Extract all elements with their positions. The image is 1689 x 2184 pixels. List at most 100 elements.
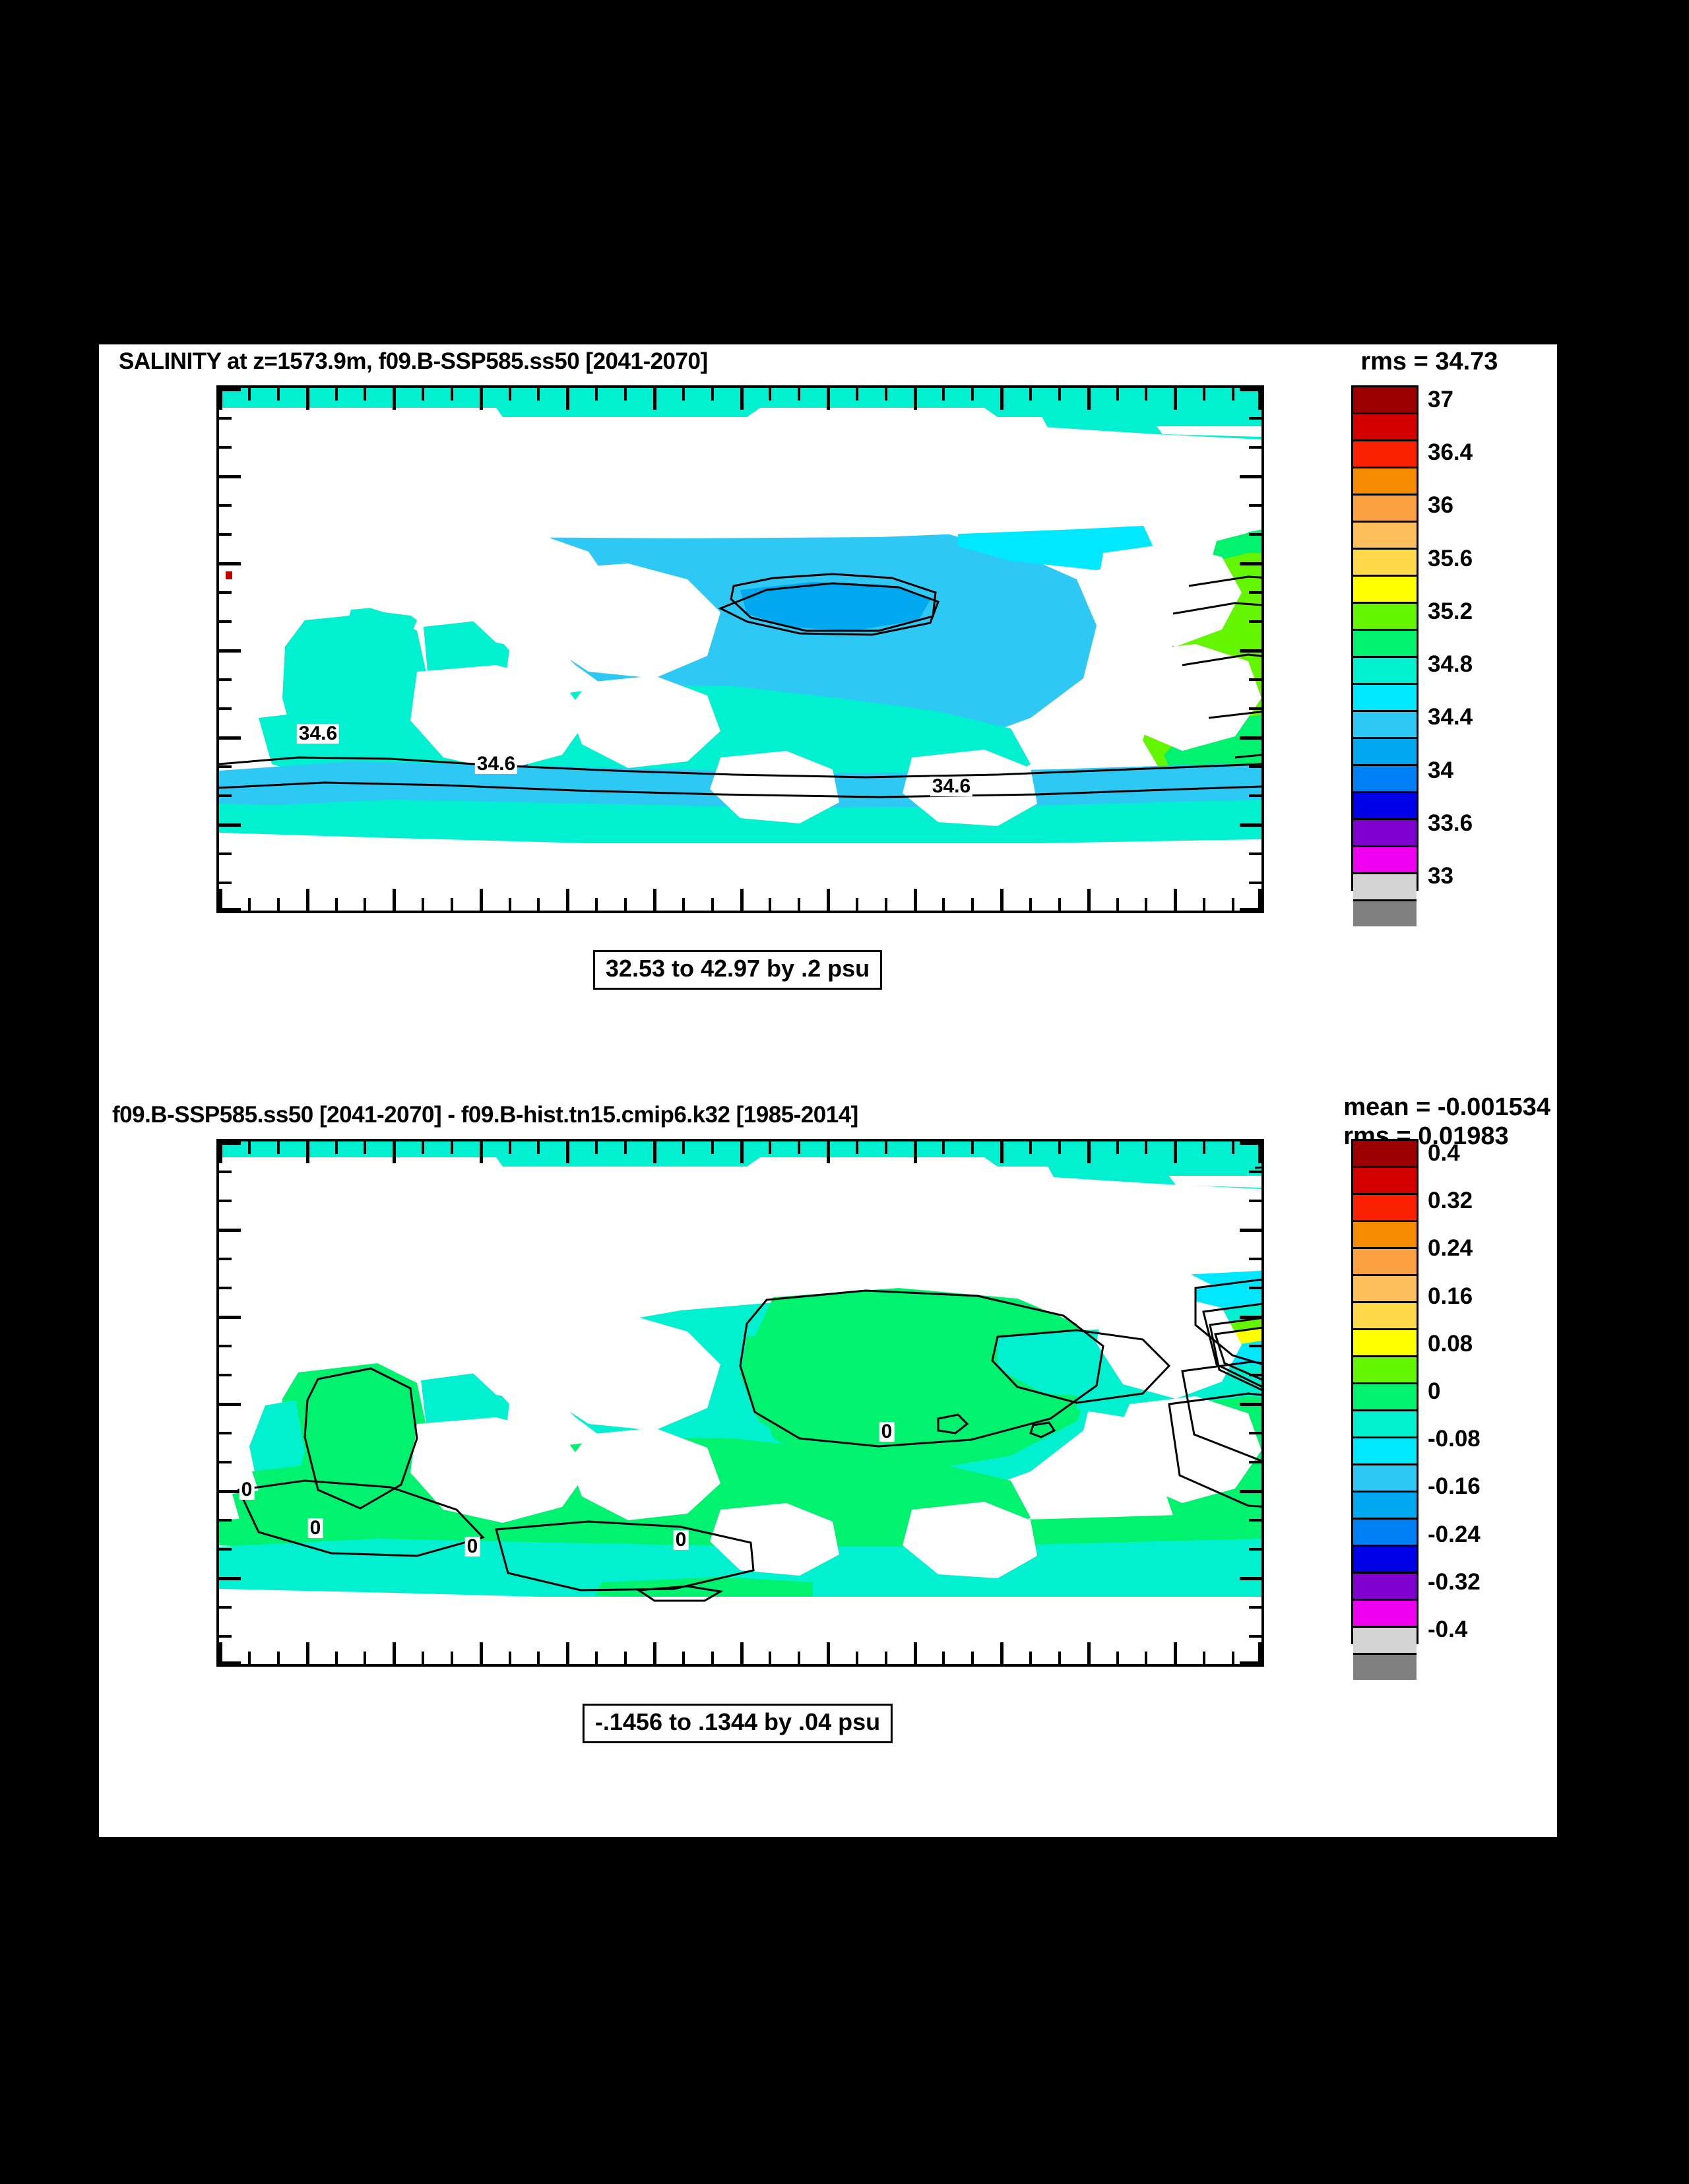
colorbar-swatch-13[interactable]	[1353, 1493, 1417, 1520]
ytick-right	[1240, 649, 1261, 653]
colorbar-swatch-19[interactable]	[1353, 901, 1417, 926]
colorbar-swatch-2[interactable]	[1353, 441, 1417, 468]
xtick-bottom	[1203, 898, 1205, 911]
colorbar-swatch-2[interactable]	[1353, 1195, 1417, 1222]
xtick-major	[1258, 388, 1261, 410]
colorbar-swatch-9[interactable]	[1353, 631, 1417, 658]
xtick-bottom	[769, 898, 771, 911]
colorbar-swatch-9[interactable]	[1353, 1384, 1417, 1411]
ytick-right	[1240, 475, 1261, 478]
colorbar-swatch-7[interactable]	[1353, 577, 1417, 604]
xtick-bottom	[1116, 898, 1119, 911]
colorbar-swatch-16[interactable]	[1353, 1574, 1417, 1601]
colorbar-swatch-5[interactable]	[1353, 523, 1417, 550]
colorbar-salinity-mean[interactable]	[1351, 385, 1418, 926]
colorbar-swatch-19[interactable]	[1353, 1655, 1417, 1680]
xtick-minor	[971, 388, 974, 401]
xtick-bottom	[769, 1652, 771, 1664]
panel-title-bottom: f09.B-SSP585.ss50 [2041-2070] - f09.B-hi…	[112, 1102, 858, 1128]
colorbar-label-5: 0	[1428, 1378, 1441, 1404]
xtick-bottom	[798, 898, 800, 911]
ytick-right	[1240, 562, 1261, 565]
xtick-bottom	[798, 1652, 800, 1664]
xtick-bottom	[422, 898, 424, 911]
colorbar-swatch-15[interactable]	[1353, 1547, 1417, 1574]
colorbar-swatch-0[interactable]	[1353, 1141, 1417, 1168]
colorbar-swatch-17[interactable]	[1353, 1601, 1417, 1628]
xtick-major	[1258, 1141, 1261, 1163]
xtick-minor	[335, 388, 338, 401]
contour-label-top-2: 34.6	[930, 777, 973, 796]
colorbar-swatch-4[interactable]	[1353, 496, 1417, 523]
contour-label-top-0: 34.6	[296, 724, 340, 744]
ytick-major-1	[219, 1229, 241, 1232]
colorbar-swatch-14[interactable]	[1353, 766, 1417, 793]
colorbar-swatch-12[interactable]	[1353, 1465, 1417, 1493]
xtick-bottom	[306, 1642, 309, 1664]
ytick-right	[1240, 1661, 1261, 1664]
xtick-bottom	[914, 889, 917, 911]
xtick-minor	[1116, 1141, 1119, 1154]
xtick-minor	[1058, 388, 1061, 401]
colorbar-label-6: 34.4	[1428, 704, 1473, 730]
xtick-bottom	[219, 889, 222, 911]
map-salinity-mean[interactable]: 90N 60N 30N 0 30S 60S 90S	[216, 385, 1264, 913]
colorbar-swatch-1[interactable]	[1353, 414, 1417, 441]
colorbar-swatch-0[interactable]	[1353, 387, 1417, 414]
colorbar-swatch-3[interactable]	[1353, 468, 1417, 496]
ytick-right	[1249, 620, 1261, 623]
ytick-right	[1249, 1461, 1261, 1463]
xtick-bottom	[1145, 1652, 1147, 1664]
xtick-major	[566, 388, 569, 410]
xtick-minor	[335, 1141, 338, 1154]
colorbar-swatch-5[interactable]	[1353, 1276, 1417, 1303]
colorbar-swatch-12[interactable]	[1353, 712, 1417, 739]
colorbar-swatch-8[interactable]	[1353, 1357, 1417, 1384]
xtick-minor	[885, 1141, 887, 1154]
ytick-minor	[219, 1258, 232, 1260]
colorbar-label-2: 36	[1428, 492, 1453, 519]
colorbar-swatch-4[interactable]	[1353, 1249, 1417, 1276]
xtick-major	[740, 388, 744, 410]
colorbar-label-6: -0.08	[1428, 1426, 1481, 1452]
colorbar-swatch-13[interactable]	[1353, 739, 1417, 766]
colorbar-swatch-15[interactable]	[1353, 793, 1417, 820]
xtick-major	[306, 388, 309, 410]
colorbar-swatch-7[interactable]	[1353, 1330, 1417, 1357]
xtick-minor	[537, 1141, 540, 1154]
colorbar-swatch-1[interactable]	[1353, 1168, 1417, 1195]
map-field-top	[219, 388, 1261, 911]
xtick-minor	[595, 1141, 598, 1154]
colorbar-swatch-16[interactable]	[1353, 820, 1417, 847]
map-field-bottom	[219, 1141, 1261, 1664]
xtick-minor	[509, 1141, 511, 1154]
colorbar-swatch-10[interactable]	[1353, 1411, 1417, 1438]
colorbar-swatch-6[interactable]	[1353, 550, 1417, 577]
colorbar-swatch-8[interactable]	[1353, 604, 1417, 631]
colorbar-swatch-17[interactable]	[1353, 847, 1417, 874]
ytick-minor	[219, 1200, 232, 1202]
xtick-minor	[595, 388, 598, 401]
colorbar-swatch-3[interactable]	[1353, 1222, 1417, 1249]
ytick-minor	[219, 794, 232, 797]
xtick-bottom	[393, 889, 396, 911]
contour-label-bot-4: 0	[879, 1422, 895, 1442]
colorbar-swatch-10[interactable]	[1353, 658, 1417, 685]
colorbar-swatch-14[interactable]	[1353, 1520, 1417, 1547]
colorbar-swatch-18[interactable]	[1353, 874, 1417, 901]
ytick-right	[1249, 765, 1261, 768]
ytick-major-5	[219, 1577, 241, 1580]
ytick-minor	[219, 1432, 232, 1434]
map-salinity-difference[interactable]: 90N 60N 30N 0 30S 60S 90S	[216, 1139, 1264, 1667]
colorbar-label-5: 34.8	[1428, 651, 1473, 678]
colorbar-swatch-18[interactable]	[1353, 1628, 1417, 1655]
colorbar-salinity-difference[interactable]	[1351, 1139, 1418, 1680]
salinity-field-svg	[219, 388, 1261, 911]
xtick-bottom	[480, 889, 483, 911]
colorbar-swatch-6[interactable]	[1353, 1303, 1417, 1330]
colorbar-swatch-11[interactable]	[1353, 685, 1417, 712]
xtick-minor	[624, 1141, 627, 1154]
ytick-right	[1249, 1345, 1261, 1347]
difference-field-svg	[219, 1141, 1261, 1664]
colorbar-swatch-11[interactable]	[1353, 1438, 1417, 1465]
